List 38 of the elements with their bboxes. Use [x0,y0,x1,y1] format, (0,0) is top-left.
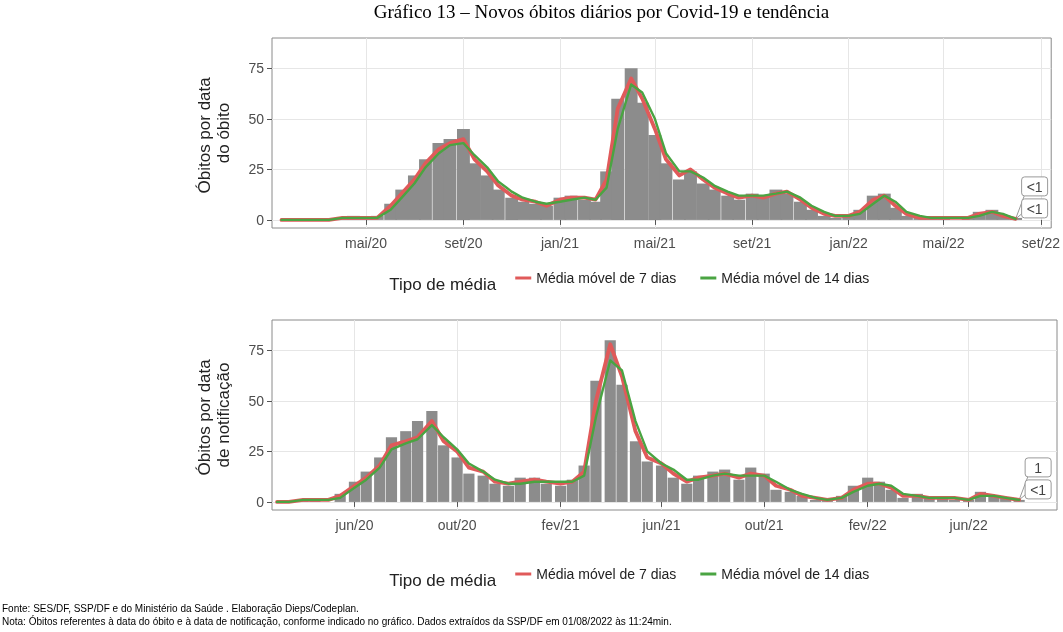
x-tick-label: fev/21 [541,517,580,533]
annotation: 1 [1034,459,1043,476]
x-tick-label: set/20 [444,235,483,251]
y-tick-label: 50 [248,110,265,127]
y-tick-label: 25 [248,443,265,460]
source-note: Fonte: SES/DF, SSP/DF e do Ministério da Saúde . Elaboração Dieps/Codeplan. [1,602,360,615]
x-tick-label: mai/22 [922,235,965,251]
legend-label: Média móvel de 14 dias [721,566,870,582]
x-tick-label: jun/21 [641,517,681,533]
annotation: <1 [1026,178,1043,195]
legend-label: Média móvel de 7 dias [536,270,677,286]
x-tick-label: out/20 [437,517,477,533]
x-tick-label: jan/21 [539,235,580,251]
y-axis-title: Óbitos por data do óbito [195,72,233,194]
x-tick-label: set/22 [1021,235,1061,251]
x-tick-label: out/21 [744,517,784,533]
chart-title: Gráfico 13 – Novos óbitos diários por Covid-19 e tendência [372,0,831,24]
annotation: <1 [1026,200,1043,217]
y-tick-label: 75 [248,342,265,359]
y-tick-label: 0 [256,493,265,510]
y-tick-label: 75 [248,60,265,77]
x-tick-label: fev/22 [848,517,887,533]
legend-title: Tipo de média [389,571,497,590]
x-tick-label: jan/22 [828,235,868,251]
legend-label: Média móvel de 7 dias [536,566,677,582]
text: Nota: Óbitos referentes à data do óbito e à data de notificação, conforme indicado no gráfico. Dados extraídos da SSP/DF em 01/08/2022 às 11:24min. [1,615,673,628]
x-tick-label: mai/20 [345,235,388,251]
legend-label: Média móvel de 14 dias [721,270,870,286]
y-tick-label: 25 [248,161,265,178]
legend-title: Tipo de média [389,275,497,294]
x-tick-label: jun/20 [334,517,374,533]
y-tick-label: 0 [256,211,265,228]
x-tick-label: jun/22 [948,517,988,533]
y-tick-label: 50 [248,392,265,409]
annotation: <1 [1030,481,1047,498]
y-axis-title: Óbitos por data de notificação [195,354,233,476]
x-tick-label: set/21 [733,235,772,251]
x-tick-label: mai/21 [633,235,677,251]
